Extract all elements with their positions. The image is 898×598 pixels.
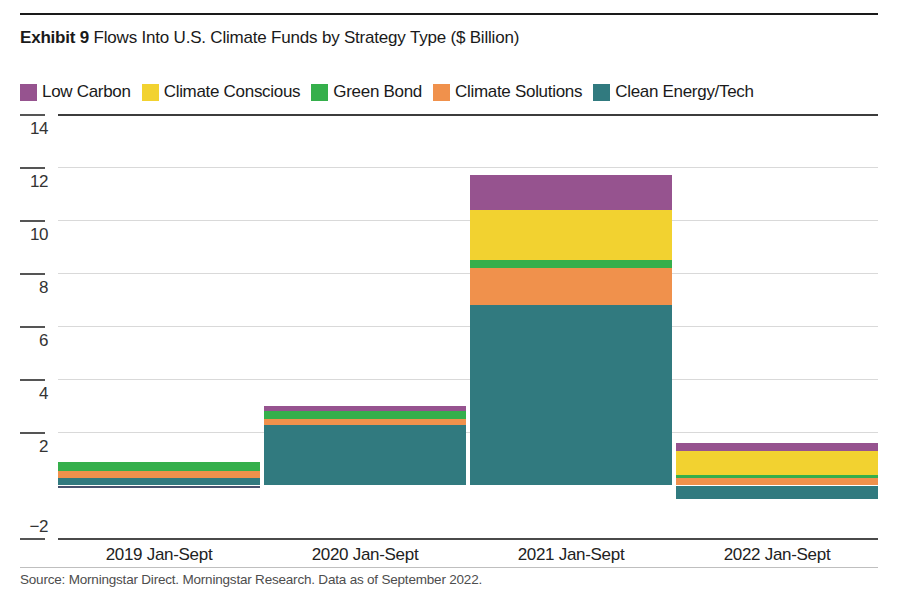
x-tick-label: 2022 Jan-Sept bbox=[676, 545, 878, 565]
y-tick-label: 8 bbox=[0, 278, 48, 298]
x-tick-label: 2021 Jan-Sept bbox=[470, 545, 672, 565]
bar-segment-green-bond bbox=[264, 411, 466, 419]
bar-segment-green-bond bbox=[58, 462, 260, 471]
gridline-2 bbox=[58, 432, 878, 433]
y-tick-label: 14 bbox=[0, 119, 48, 139]
bar-segment-climate-solutions bbox=[470, 268, 672, 305]
y-tick-dash bbox=[20, 379, 45, 381]
bar-segment-low-carbon bbox=[58, 486, 260, 489]
y-tick-label: −2 bbox=[0, 517, 48, 537]
gridline-6 bbox=[58, 326, 878, 327]
bar-segment-low-carbon bbox=[676, 443, 878, 451]
bar-segment-climate-conscious bbox=[470, 210, 672, 260]
bar-segment-climate-solutions bbox=[676, 478, 878, 486]
gridline-12 bbox=[58, 167, 878, 168]
stacked-bar-chart: 1412108642−22019 Jan-Sept2020 Jan-Sept20… bbox=[0, 0, 898, 598]
bar-segment-clean-energy-tech bbox=[58, 478, 260, 486]
gridline-8 bbox=[58, 273, 878, 274]
y-tick-label: 2 bbox=[0, 437, 48, 457]
y-tick-dash bbox=[20, 167, 45, 169]
y-tick-label: 6 bbox=[0, 331, 48, 351]
bar-segment-green-bond bbox=[470, 260, 672, 268]
y-tick-label: 12 bbox=[0, 172, 48, 192]
gridline-4 bbox=[58, 379, 878, 380]
y-tick-dash bbox=[20, 538, 45, 540]
y-tick-dash bbox=[20, 273, 45, 275]
y-tick-dash bbox=[20, 432, 45, 434]
bar-segment-clean-energy-tech bbox=[676, 486, 878, 499]
x-tick-label: 2019 Jan-Sept bbox=[58, 545, 260, 565]
y-tick-dash bbox=[20, 326, 45, 328]
source-note: Source: Morningstar Direct. Morningstar … bbox=[20, 572, 890, 587]
y-tick-dash bbox=[20, 220, 45, 222]
y-tick-dash bbox=[20, 114, 45, 116]
x-axis-line bbox=[58, 538, 878, 540]
gridline-10 bbox=[58, 220, 878, 221]
y-tick-label: 10 bbox=[0, 225, 48, 245]
footer-separator bbox=[20, 567, 878, 568]
x-tick-label: 2020 Jan-Sept bbox=[264, 545, 466, 565]
bar-segment-clean-energy-tech bbox=[470, 305, 672, 485]
bar-segment-climate-conscious bbox=[676, 451, 878, 475]
bar-segment-climate-solutions bbox=[58, 471, 260, 478]
y-tick-label: 4 bbox=[0, 384, 48, 404]
bar-segment-clean-energy-tech bbox=[264, 425, 466, 486]
gridline-14 bbox=[58, 114, 878, 116]
bar-segment-low-carbon bbox=[470, 175, 672, 209]
report-page: Exhibit 9 Flows Into U.S. Climate Funds … bbox=[0, 0, 898, 598]
